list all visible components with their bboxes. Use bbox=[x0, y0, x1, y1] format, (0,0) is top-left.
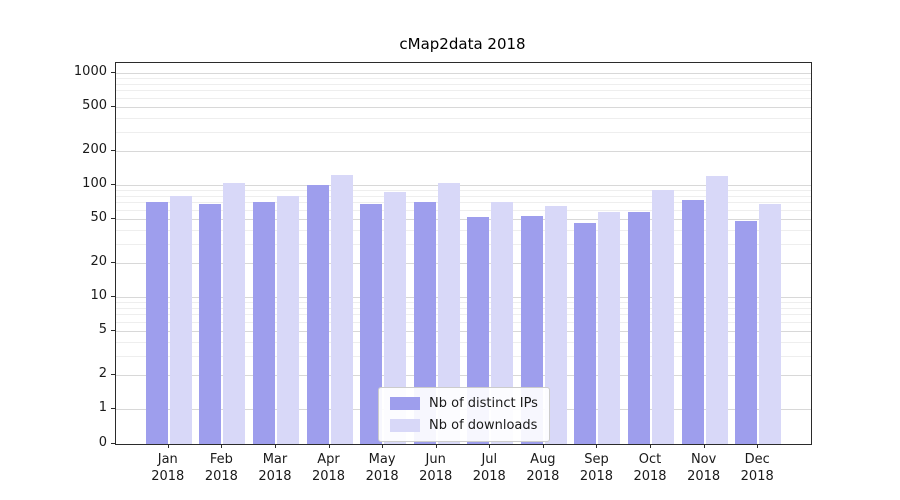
plot-area: Nb of distinct IPs Nb of downloads bbox=[115, 62, 812, 445]
legend-label-distinct-ips: Nb of distinct IPs bbox=[429, 396, 538, 411]
bar bbox=[652, 190, 675, 444]
x-tick-label: Aug 2018 bbox=[526, 452, 560, 484]
y-tick bbox=[111, 296, 115, 297]
gridline-minor bbox=[116, 90, 811, 92]
x-tick bbox=[382, 444, 384, 448]
y-tick bbox=[111, 105, 115, 107]
legend-swatch-downloads bbox=[390, 419, 420, 432]
gridline-major bbox=[116, 106, 811, 108]
x-tick bbox=[435, 444, 437, 448]
legend-swatch-distinct-ips bbox=[390, 397, 420, 410]
bar bbox=[360, 203, 383, 444]
x-tick-label: Feb 2018 bbox=[204, 452, 238, 484]
bar bbox=[223, 182, 246, 444]
y-tick bbox=[111, 262, 115, 264]
bar bbox=[735, 220, 758, 444]
x-tick-label: Apr 2018 bbox=[311, 452, 346, 484]
x-tick bbox=[703, 444, 705, 448]
x-tick-label: Dec 2018 bbox=[740, 452, 774, 484]
x-tick-label: Jun 2018 bbox=[419, 452, 453, 484]
x-tick bbox=[650, 444, 652, 448]
bar bbox=[276, 195, 299, 444]
gridline-major bbox=[116, 73, 811, 74]
legend-item-distinct-ips: Nb of distinct IPs bbox=[390, 396, 538, 411]
y-tick bbox=[111, 217, 115, 219]
bar bbox=[681, 200, 704, 444]
y-tick bbox=[111, 72, 115, 73]
x-tick-label: Sep 2018 bbox=[579, 452, 613, 484]
bar bbox=[598, 212, 621, 444]
y-tick-label: 2 bbox=[98, 366, 107, 382]
bar bbox=[145, 202, 168, 444]
bar bbox=[705, 176, 728, 444]
y-tick bbox=[111, 443, 115, 444]
bar bbox=[169, 195, 192, 444]
x-tick bbox=[489, 444, 491, 448]
x-tick-label: Jan 2018 bbox=[151, 452, 185, 484]
bar bbox=[544, 205, 567, 444]
y-tick-label: 20 bbox=[90, 254, 107, 270]
y-tick-label: 1000 bbox=[73, 64, 107, 79]
y-tick-label: 5 bbox=[98, 321, 107, 337]
y-tick-label: 0 bbox=[98, 435, 107, 450]
legend-item-downloads: Nb of downloads bbox=[390, 418, 538, 433]
bar bbox=[437, 182, 460, 444]
gridline-major bbox=[116, 151, 811, 153]
x-tick-label: Oct 2018 bbox=[633, 452, 667, 484]
y-tick bbox=[111, 150, 115, 152]
bar bbox=[574, 222, 597, 444]
gridline-minor bbox=[116, 78, 811, 80]
gridline-minor bbox=[116, 117, 811, 119]
x-tick-label: May 2018 bbox=[365, 452, 399, 484]
bar bbox=[759, 203, 782, 444]
y-tick-label: 200 bbox=[82, 142, 107, 158]
x-tick bbox=[757, 444, 759, 448]
y-tick-label: 50 bbox=[90, 209, 107, 225]
legend-label-downloads: Nb of downloads bbox=[429, 418, 538, 433]
bar bbox=[413, 201, 436, 444]
y-tick bbox=[111, 184, 115, 185]
y-tick bbox=[111, 374, 115, 376]
bar bbox=[628, 212, 651, 444]
x-tick bbox=[167, 444, 169, 448]
x-tick-label: Nov 2018 bbox=[687, 452, 721, 484]
gridline-minor bbox=[116, 131, 811, 133]
bar bbox=[520, 215, 543, 444]
y-tick-label: 500 bbox=[82, 97, 107, 113]
x-tick bbox=[221, 444, 223, 448]
bar bbox=[306, 185, 329, 444]
x-tick-label: Mar 2018 bbox=[258, 452, 292, 484]
x-tick-label: Jul 2018 bbox=[472, 452, 506, 484]
y-tick bbox=[111, 329, 115, 331]
gridline-minor bbox=[116, 97, 811, 99]
bar bbox=[199, 203, 222, 444]
bar bbox=[491, 202, 514, 444]
x-tick bbox=[274, 444, 276, 448]
x-tick bbox=[328, 444, 330, 448]
y-tick bbox=[111, 408, 115, 409]
legend: Nb of distinct IPs Nb of downloads bbox=[378, 387, 550, 442]
y-tick-label: 10 bbox=[90, 288, 107, 303]
bar bbox=[252, 202, 275, 444]
chart-title: cMap2data 2018 bbox=[399, 35, 526, 53]
gridline-minor bbox=[116, 83, 811, 85]
y-tick-label: 100 bbox=[82, 176, 107, 191]
bar bbox=[384, 192, 407, 444]
bar bbox=[330, 175, 353, 444]
x-tick bbox=[542, 444, 544, 448]
x-tick bbox=[596, 444, 598, 448]
y-tick-label: 1 bbox=[98, 400, 107, 415]
